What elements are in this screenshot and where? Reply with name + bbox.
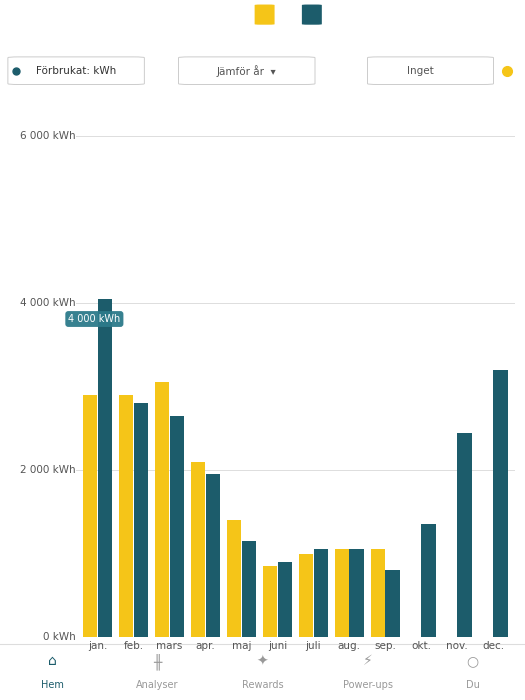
Bar (206, 475, 220, 637)
Bar (98, 299, 112, 637)
Text: 2024: 2024 (298, 35, 321, 44)
Bar (191, 462, 205, 637)
Text: Hem: Hem (41, 680, 64, 690)
Text: Power-ups: Power-ups (342, 680, 393, 690)
FancyBboxPatch shape (302, 4, 322, 25)
Text: 2023: 2023 (251, 35, 274, 44)
Bar (371, 550, 385, 637)
Bar (262, 566, 277, 637)
Text: 6 000 kWh: 6 000 kWh (20, 131, 76, 141)
Bar (155, 382, 169, 637)
Bar (493, 370, 508, 637)
Text: ○: ○ (466, 654, 479, 668)
Bar (299, 554, 313, 637)
Text: ╫: ╫ (153, 653, 162, 670)
Text: ⚡: ⚡ (363, 654, 372, 668)
Text: 0 kWh: 0 kWh (43, 632, 76, 642)
Text: 06:12: 06:12 (10, 6, 39, 15)
Bar (119, 395, 133, 637)
Bar (227, 520, 241, 637)
Text: 4 000 kWh: 4 000 kWh (68, 314, 120, 324)
FancyBboxPatch shape (368, 57, 494, 85)
FancyBboxPatch shape (178, 57, 315, 85)
Bar (134, 403, 148, 637)
Bar (334, 550, 349, 637)
Text: 97 %  ▮: 97 % ▮ (484, 6, 514, 15)
Text: Du: Du (466, 680, 479, 690)
Bar (313, 550, 328, 637)
Text: 2022: 2022 (204, 35, 227, 44)
Text: Förbrukat: kWh: Förbrukat: kWh (36, 66, 116, 76)
Text: ‹: ‹ (16, 26, 24, 45)
Bar (457, 433, 471, 637)
Bar (242, 541, 256, 637)
Text: ⌂: ⌂ (48, 654, 57, 668)
Bar (278, 562, 292, 637)
Bar (170, 416, 184, 637)
Bar (385, 570, 400, 637)
FancyBboxPatch shape (8, 57, 144, 85)
Bar (422, 524, 436, 637)
Text: fre 13 sep.: fre 13 sep. (131, 6, 176, 15)
Bar (83, 395, 98, 637)
Text: Rewards: Rewards (242, 680, 284, 690)
Text: Jämför år  ▾: Jämför år ▾ (217, 64, 277, 77)
Text: ✦: ✦ (257, 654, 268, 668)
Text: 2 000 kWh: 2 000 kWh (20, 465, 76, 475)
Text: Inget: Inget (407, 66, 433, 76)
Text: Analyser: Analyser (136, 680, 178, 690)
Bar (350, 550, 364, 637)
FancyBboxPatch shape (255, 4, 275, 25)
Text: 4 000 kWh: 4 000 kWh (20, 298, 76, 308)
